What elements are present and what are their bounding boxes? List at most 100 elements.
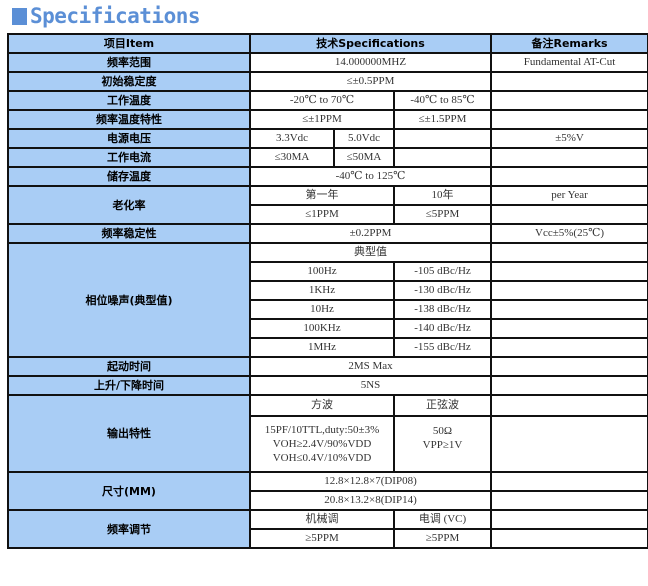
remark xyxy=(490,375,648,396)
row-label: 相位噪声(典型值) xyxy=(7,242,251,358)
cell: -20℃ to 70℃ xyxy=(249,90,395,111)
cell: 机械调 xyxy=(249,509,395,530)
cell: -40℃ to 125℃ xyxy=(248,166,493,187)
row-label: 频率调节 xyxy=(7,509,251,549)
table-row: 10Hz -138 dBc/Hz xyxy=(8,299,648,320)
header-spec: 技术Specifications xyxy=(248,33,493,54)
remark xyxy=(490,242,648,263)
remark: ±5%V xyxy=(490,128,648,149)
remark xyxy=(490,318,648,339)
square-bullet-icon xyxy=(12,7,27,25)
noise-value: -155 dBc/Hz xyxy=(392,337,493,358)
row-label: 老化率 xyxy=(7,185,251,225)
spec-line: 50Ω xyxy=(432,425,453,437)
table-row: ≤1PPM ≤5PPM xyxy=(8,204,648,225)
remark xyxy=(490,394,648,417)
cell: ≤50MA xyxy=(333,147,395,168)
offset: 1KHz xyxy=(249,280,395,301)
noise-value: -140 dBc/Hz xyxy=(392,318,493,339)
cell: ≤5PPM xyxy=(392,204,493,225)
cell: 正弦波 xyxy=(392,394,493,417)
noise-value: -130 dBc/Hz xyxy=(392,280,493,301)
remark xyxy=(490,415,648,473)
header-item: 项目Item xyxy=(7,33,251,54)
header-remarks: 备注Remarks xyxy=(490,33,648,54)
offset: 10Hz xyxy=(249,299,395,320)
table-row: 储存温度 -40℃ to 125℃ xyxy=(7,166,648,187)
remark xyxy=(490,90,648,111)
square-wave-specs: 15PF/10TTL,duty:50±3% VOH≥2.4V/90%VDD VO… xyxy=(249,415,395,473)
row-label: 输出特性 xyxy=(7,394,251,473)
section-title: Specifications xyxy=(12,2,201,30)
row-label: 储存温度 xyxy=(7,166,251,187)
row-label: 频率温度特性 xyxy=(7,109,251,130)
remark xyxy=(490,356,648,377)
table-row: 工作温度 -20℃ to 70℃ -40℃ to 85℃ xyxy=(7,90,648,111)
spec-line: VOH≤0.4V/10%VDD xyxy=(272,452,372,464)
row-label: 工作电流 xyxy=(7,147,251,168)
table-row: 1KHz -130 dBc/Hz xyxy=(8,280,648,301)
specifications-table: 项目Item 技术Specifications 备注Remarks 频率范围 1… xyxy=(7,33,648,549)
spec-line: VOH≥2.4V/90%VDD xyxy=(272,438,372,450)
cell: 5NS xyxy=(248,375,493,396)
row-label: 初始稳定度 xyxy=(7,71,251,92)
remark xyxy=(490,280,648,301)
table-row: 频率范围 14.000000MHZ Fundamental AT-Cut xyxy=(7,52,648,73)
remark xyxy=(490,261,648,282)
table-row: 频率稳定性 ±0.2PPM Vcc±5%(25℃) xyxy=(7,223,648,244)
spec-line: 15PF/10TTL,duty:50±3% xyxy=(264,424,380,436)
row-label: 工作温度 xyxy=(7,90,251,111)
row-label: 电源电压 xyxy=(7,128,251,149)
table-row: 相位噪声(典型值) 典型值 xyxy=(7,242,648,358)
cell: ≤30MA xyxy=(249,147,335,168)
cell: 12.8×12.8×7(DIP08) xyxy=(248,471,493,492)
row-label: 起动时间 xyxy=(7,356,251,377)
sine-wave-specs: 50Ω VPP≥1V xyxy=(392,415,493,473)
remark xyxy=(490,471,648,492)
cell: ≤±0.5PPM xyxy=(248,71,493,92)
remark xyxy=(490,166,648,187)
table-row: 15PF/10TTL,duty:50±3% VOH≥2.4V/90%VDD VO… xyxy=(8,415,648,473)
remark xyxy=(490,204,648,225)
row-label: 上升/下降时间 xyxy=(7,375,251,396)
table-row: 1MHz -155 dBc/Hz xyxy=(8,337,648,358)
remark xyxy=(490,71,648,92)
cell: 方波 xyxy=(249,394,395,417)
remark: Vcc±5%(25℃) xyxy=(490,223,648,244)
remark xyxy=(490,528,648,549)
cell: 20.8×13.2×8(DIP14) xyxy=(248,490,493,511)
cell: ≤1PPM xyxy=(249,204,395,225)
spec-line: VPP≥1V xyxy=(422,439,463,451)
table-row: 100Hz -105 dBc/Hz xyxy=(8,261,648,282)
remark: Fundamental AT-Cut xyxy=(490,52,648,73)
remark xyxy=(490,147,648,168)
remark: per Year xyxy=(490,185,648,206)
cell: ±0.2PPM xyxy=(248,223,493,244)
table-row: 电源电压 3.3Vdc 5.0Vdc ±5%V xyxy=(7,128,648,149)
table-row: 输出特性 方波 正弦波 xyxy=(7,394,648,473)
cell: 电调 (VC) xyxy=(392,509,493,530)
cell: -40℃ to 85℃ xyxy=(392,90,493,111)
cell: 第一年 xyxy=(249,185,395,206)
table-row: 频率调节 机械调 电调 (VC) xyxy=(7,509,648,549)
remark xyxy=(490,490,648,511)
table-row: 老化率 第一年 10年 per Year xyxy=(7,185,648,225)
cell: ≥5PPM xyxy=(249,528,395,549)
table-row: ≥5PPM ≥5PPM xyxy=(8,528,648,549)
remark xyxy=(490,109,648,130)
section-title-text: Specifications xyxy=(30,4,201,28)
table-row: 尺寸(MM) 12.8×12.8×7(DIP08) xyxy=(7,471,648,511)
cell: ≤±1PPM xyxy=(249,109,395,130)
table-row: 100KHz -140 dBc/Hz xyxy=(8,318,648,339)
cell xyxy=(392,147,493,168)
cell: 2MS Max xyxy=(248,356,493,377)
row-label: 频率范围 xyxy=(7,52,251,73)
row-label: 频率稳定性 xyxy=(7,223,251,244)
noise-value: -105 dBc/Hz xyxy=(392,261,493,282)
cell: 10年 xyxy=(392,185,493,206)
cell: 典型值 xyxy=(248,242,493,263)
cell xyxy=(392,128,493,149)
offset: 1MHz xyxy=(249,337,395,358)
cell: 14.000000MHZ xyxy=(248,52,493,73)
table-row: 频率温度特性 ≤±1PPM ≤±1.5PPM xyxy=(7,109,648,130)
